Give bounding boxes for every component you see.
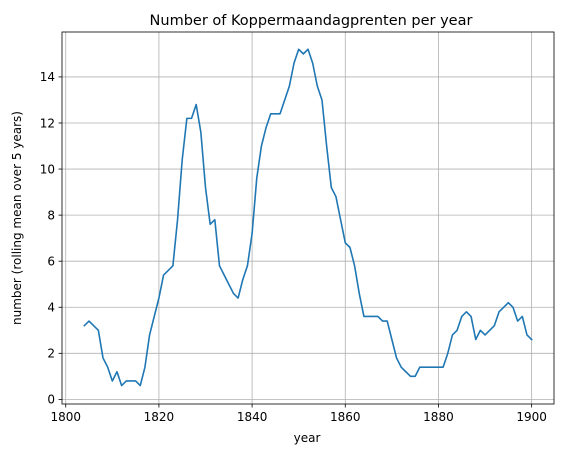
y-tick-label: 14: [40, 70, 55, 84]
x-tick-label: 1860: [330, 410, 361, 424]
line-layer: [83, 48, 533, 387]
y-tick-label: 10: [40, 162, 55, 176]
y-tick-label: 2: [47, 347, 55, 361]
y-axis-label: number (rolling mean over 5 years): [10, 111, 24, 325]
y-tick-label: 4: [47, 301, 55, 315]
x-tick-label: 1820: [144, 410, 175, 424]
x-tick-label: 1840: [237, 410, 268, 424]
plot-frame: [61, 31, 555, 405]
x-tick-label: 1800: [50, 410, 81, 424]
series-line-0: [83, 48, 533, 387]
chart-title: Number of Koppermaandagprenten per year: [150, 13, 473, 29]
y-tick-label: 8: [47, 208, 55, 222]
x-tick-label: 1880: [423, 410, 454, 424]
y-tick-label: 12: [40, 116, 55, 130]
x-axis-label: year: [294, 431, 321, 445]
ticks: 1800 1820 1840 1860 1880 1900 0 2 4 6 8 10 12 14: [40, 70, 547, 424]
y-tick-label: 6: [47, 254, 55, 268]
grid: [62, 32, 554, 404]
x-tick-label: 1900: [516, 410, 547, 424]
y-tick-label: 0: [47, 393, 55, 407]
